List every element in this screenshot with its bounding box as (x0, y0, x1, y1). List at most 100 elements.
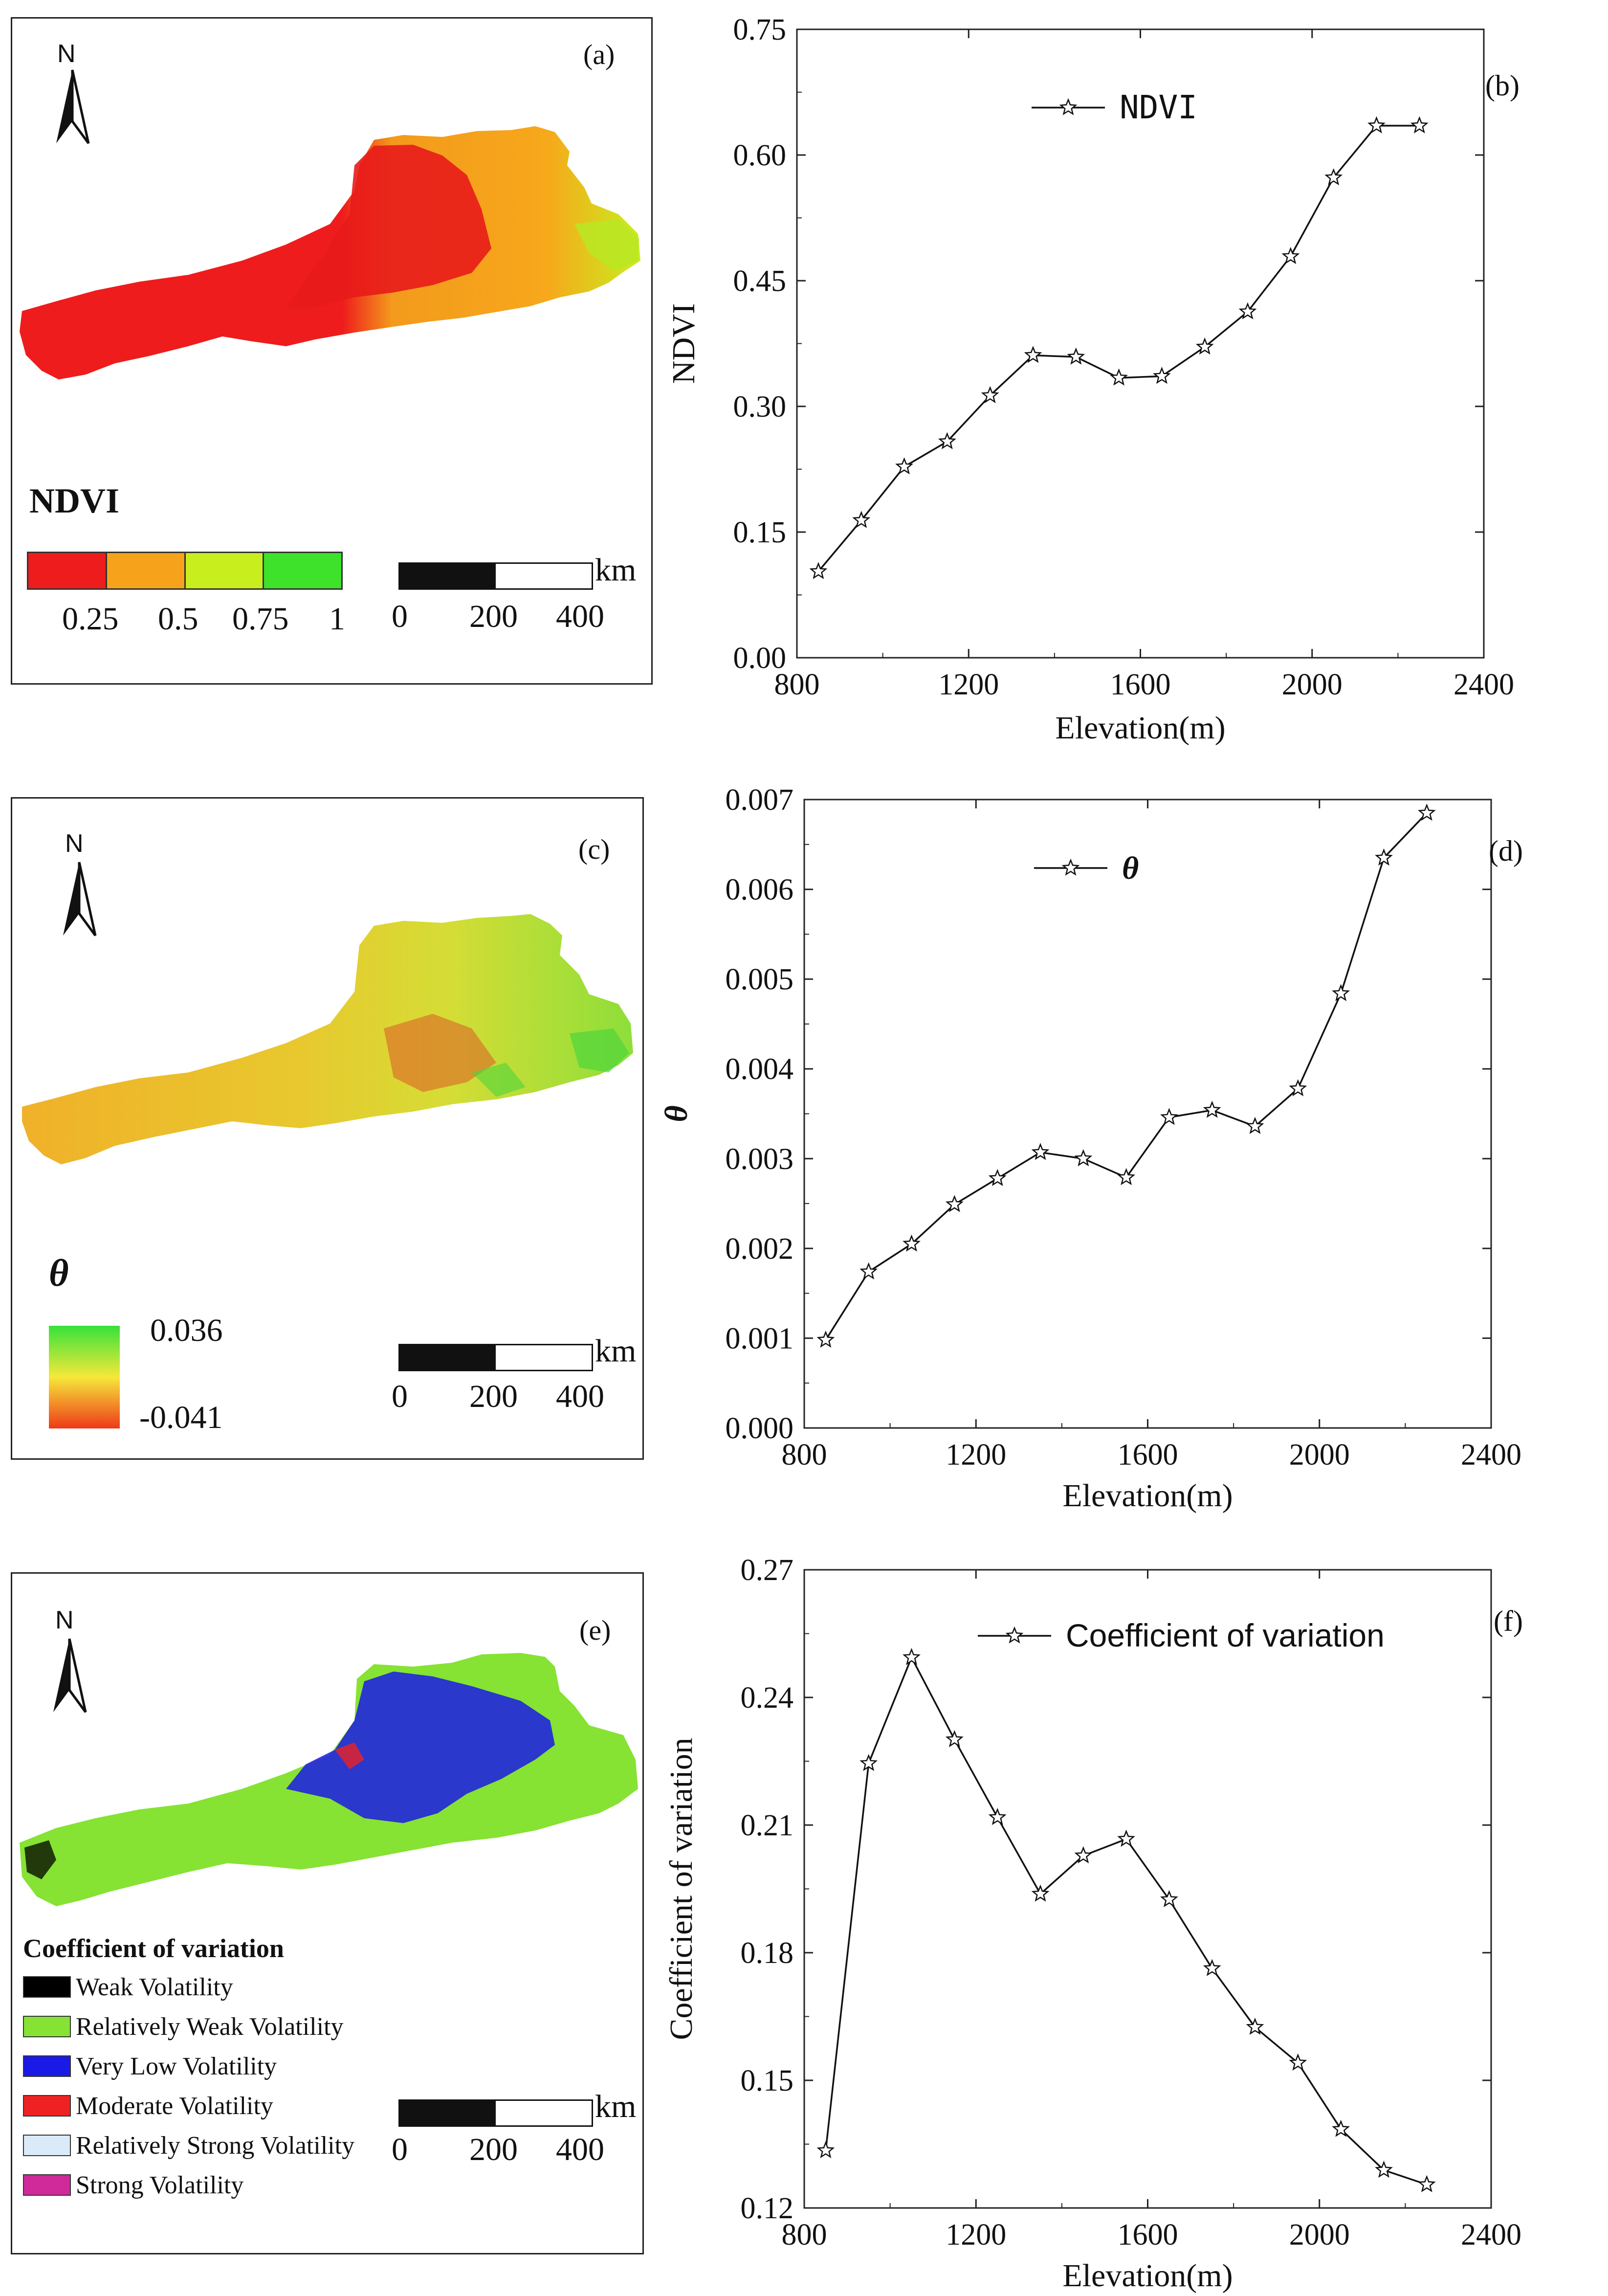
panel-label: (c) (578, 833, 610, 865)
data-point-star (903, 1234, 921, 1252)
series-line (817, 125, 1420, 572)
legend-title: θ (49, 1251, 69, 1294)
data-point-star (852, 511, 871, 528)
north-arrow-icon (63, 862, 97, 936)
data-point-star (1375, 848, 1393, 866)
data-point-star (1110, 368, 1128, 386)
data-point-star (1246, 1116, 1264, 1134)
cv-legend-item: Very Low Volatility (23, 2051, 277, 2081)
north-label: N (65, 829, 84, 858)
legend-tick: 0.75 (232, 601, 289, 637)
dense-red-zone (286, 145, 491, 307)
y-tick-label: 0.00 (733, 642, 787, 675)
legend-star (1059, 98, 1078, 115)
data-point-star (988, 1169, 1007, 1186)
y-tick-label: 0.005 (726, 963, 794, 996)
data-point-star (1195, 337, 1214, 355)
y-tick-label: 0.60 (733, 139, 787, 172)
cv-legend-item: Moderate Volatility (23, 2091, 273, 2120)
scale-tick: 0 (392, 1379, 408, 1414)
x-tick-label: 2000 (1282, 668, 1343, 701)
x-tick-label: 1200 (938, 668, 999, 701)
legend-max: 0.036 (150, 1313, 223, 1348)
scale-tick: 200 (469, 2132, 518, 2167)
cv-elevation-chart: 800 1200 1600 2000 2400 0.12 0.15 0.18 0.21 0.24 0… (663, 1554, 1523, 2294)
data-point-star (903, 1648, 921, 1665)
data-point-star (809, 562, 828, 580)
x-tick-label: 800 (774, 668, 820, 701)
data-point-star (1324, 168, 1343, 185)
legend-tick: 0.5 (158, 601, 198, 637)
data-point-star (981, 386, 999, 403)
data-point-star (1203, 1100, 1221, 1118)
x-tick-label: 800 (782, 1438, 827, 1471)
legend-label: Coefficient of variation (1066, 1617, 1385, 1653)
scale-tick: 0 (392, 599, 408, 634)
y-tick-label: 0.24 (741, 1681, 794, 1715)
y-axis-label: Coefficient of variation (663, 1738, 699, 2040)
x-tick-label: 2400 (1454, 668, 1514, 701)
y-tick-label: 0.21 (741, 1809, 794, 1842)
data-point-star (988, 1807, 1007, 1826)
blue-zone (286, 1672, 555, 1823)
y-tick-label: 0.30 (733, 390, 787, 424)
data-point-star (1160, 1890, 1178, 1907)
scale-bar (398, 1344, 593, 1371)
cv-legend-swatch (23, 2055, 71, 2077)
cv-legend-swatch (23, 2016, 71, 2037)
y-tick-label: 0.15 (733, 516, 787, 549)
scale-unit: km (595, 552, 637, 588)
scale-unit: km (595, 2089, 637, 2124)
y-tick-label: 0.27 (741, 1554, 794, 1587)
data-point-star (945, 1195, 964, 1212)
data-point-star (1203, 1959, 1221, 1976)
legend-label: NDVI (1120, 89, 1197, 126)
scale-tick: 400 (556, 599, 604, 634)
y-tick-label: 0.18 (741, 1937, 794, 1970)
data-point-star (1367, 116, 1386, 134)
series-line (825, 1655, 1427, 2185)
cv-legend-item: Weak Volatility (23, 1972, 233, 2002)
north-arrow-icon (53, 1638, 87, 1713)
data-point-star (1332, 984, 1350, 1002)
data-point-star (1289, 1079, 1307, 1096)
y-tick-label: 0.003 (726, 1142, 794, 1176)
data-point-star (1067, 347, 1085, 365)
cv-legend-label: Strong Volatility (76, 2171, 244, 2199)
ndvi-legend (27, 552, 343, 590)
x-tick-label: 2000 (1289, 2218, 1350, 2251)
data-point-star (1152, 366, 1171, 384)
cv-legend-label: Weak Volatility (76, 1973, 233, 2001)
data-point-star (1074, 1846, 1093, 1864)
theta-elevation-chart: 800 1200 1600 2000 2400 0.000 0.001 0.002 0.003 0… (659, 783, 1523, 1514)
y-tick-label: 0.007 (726, 783, 794, 817)
scale-bar (398, 562, 593, 590)
x-tick-label: 1600 (1118, 1438, 1178, 1471)
ndvi-elevation-chart: 800 1200 1600 2000 2400 0.00 0.15 0.30 0.45 0.60 0… (666, 13, 1520, 746)
north-arrow-icon (56, 69, 90, 144)
plot-frame (803, 1569, 1492, 2209)
cv-legend-label: Relatively Weak Volatility (76, 2012, 344, 2041)
cv-legend-item: Relatively Weak Volatility (23, 2012, 344, 2041)
panel-label: (f) (1494, 1605, 1523, 1637)
map-panel-cv: N (e) Coefficient of variation Weak Vola… (11, 1572, 644, 2254)
cv-legend-list: Weak Volatility Relatively Weak Volatili… (23, 1972, 414, 2207)
data-point-star (938, 432, 956, 449)
data-point-star (895, 457, 913, 475)
x-tick-label: 1600 (1110, 668, 1171, 701)
panel-label: (e) (579, 1614, 611, 1646)
data-point-star (1410, 116, 1429, 134)
y-tick-label: 0.75 (733, 13, 787, 46)
data-point-star (1246, 2017, 1264, 2035)
data-point-star (1031, 1142, 1050, 1160)
data-point-star (816, 2141, 835, 2159)
black-zone (24, 1840, 56, 1879)
scale-bar (398, 2099, 593, 2127)
theta-legend-gradient (49, 1326, 120, 1428)
panel-label: (a) (583, 39, 615, 70)
green-patch (574, 219, 639, 270)
ndvi-legend-swatch (107, 553, 186, 588)
data-point-star (945, 1730, 964, 1747)
cv-legend-swatch (23, 1976, 71, 1998)
cv-legend-label: Very Low Volatility (76, 2052, 277, 2080)
